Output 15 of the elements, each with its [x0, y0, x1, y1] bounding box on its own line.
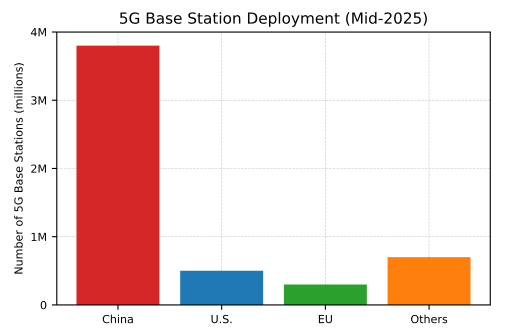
bar — [388, 257, 471, 305]
x-tick-label: EU — [318, 314, 332, 324]
x-tick-label: U.S. — [212, 314, 232, 324]
x-tick-label: China — [102, 314, 133, 324]
bar — [180, 270, 264, 305]
bar — [76, 46, 160, 305]
chart-title: 5G Base Station Deployment (Mid-2025) — [120, 12, 427, 27]
y-axis-title: Number of 5G Base Stations (millions) — [14, 63, 24, 274]
y-tick-label: 4M — [30, 28, 46, 36]
y-tick-label: 2M — [31, 164, 46, 173]
y-tick-label: 1M — [32, 232, 46, 241]
y-tick-label: 3M — [31, 96, 46, 105]
bar — [284, 284, 367, 305]
y-tick-label: 0 — [40, 300, 46, 310]
x-tick-label: Others — [411, 314, 448, 324]
